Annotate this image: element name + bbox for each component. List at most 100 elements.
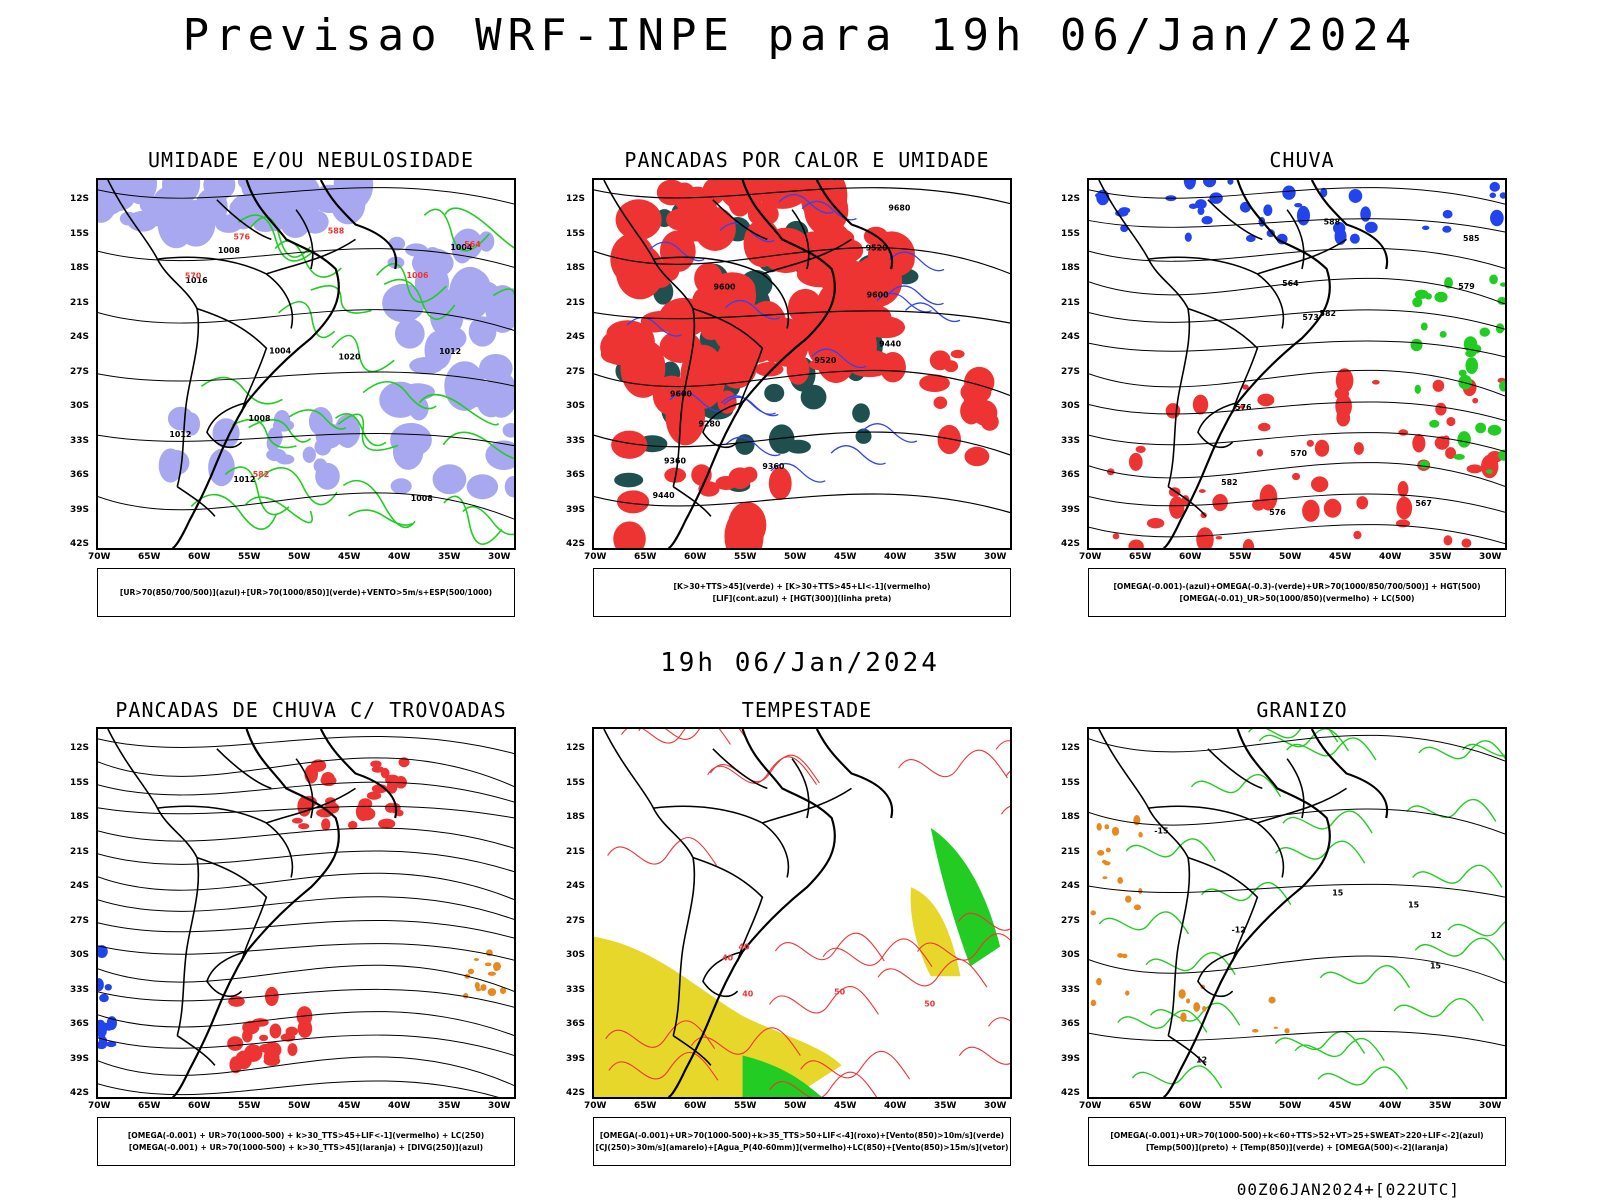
- lat-tick-label: 12S: [566, 194, 586, 204]
- lon-tick-label: 35W: [934, 1101, 957, 1111]
- lat-tick-label: 24S: [1061, 332, 1081, 342]
- coastline-borders: [603, 180, 894, 548]
- humidity-band-south: [158, 406, 361, 490]
- precipitable-water-contours: [605, 729, 1010, 1097]
- lon-tick-label: 65W: [634, 552, 657, 562]
- coastline-borders: [107, 729, 398, 1097]
- humidity-low-levels-contours: [190, 207, 514, 545]
- legend-box-rain: [OMEGA(-0.001)-(azul)+OMEGA(-0.3)-(verde…: [1088, 568, 1506, 617]
- lon-tick-label: 35W: [1429, 1101, 1452, 1111]
- lat-tick-label: 27S: [70, 915, 90, 926]
- contour-label: 50: [924, 999, 936, 1008]
- lon-tick-label: 65W: [138, 552, 161, 562]
- lat-tick-label: 33S: [70, 984, 90, 995]
- lat-tick-label: 30S: [566, 401, 586, 411]
- lat-tick-label: 24S: [70, 881, 90, 891]
- lat-tick-label: 42S: [70, 1088, 90, 1098]
- humidity-upper-levels-fill-ocean: [379, 228, 514, 500]
- lon-tick-label: 50W: [1279, 552, 1302, 562]
- lat-tick-label: 24S: [70, 332, 90, 342]
- geopotential-300-lines: [594, 187, 1010, 514]
- contour-label: 585: [1463, 234, 1480, 243]
- contour-label: 564: [464, 240, 481, 249]
- instability-fill-red-south: [606, 300, 809, 548]
- lon-tick-label: 30W: [488, 1101, 511, 1111]
- panel-title-hail: GRANIZO: [1256, 698, 1348, 722]
- lat-tick-label: 18S: [1061, 812, 1081, 822]
- lat-tick-label: 30S: [70, 950, 90, 960]
- lat-tick-label: 12S: [566, 743, 586, 753]
- contour-label: 40: [742, 990, 754, 999]
- lat-tick-label: 12S: [70, 194, 90, 204]
- contour-label: 1016: [186, 276, 209, 285]
- lat-tick-label: 18S: [1061, 263, 1081, 273]
- lat-tick-label: 33S: [566, 984, 586, 995]
- lon-tick-label: 40W: [884, 552, 907, 562]
- legend-line: [LIF](cont.azul) + [HGT(300)](linha pret…: [712, 593, 892, 603]
- lat-tick-label: 15S: [1061, 228, 1081, 239]
- lat-tick-label: 42S: [566, 539, 586, 549]
- lat-tick-label: 21S: [70, 846, 90, 857]
- contour-labels: 40 40 50 40 50: [722, 943, 936, 1009]
- lon-tick-label: 60W: [188, 1101, 211, 1111]
- legend-line: [K>30+TTS>45](verde) + [K>30+TTS>45+LI<-…: [673, 581, 931, 591]
- lat-tick-label: 27S: [1061, 366, 1081, 377]
- lon-tick-label: 55W: [238, 1101, 261, 1111]
- lat-tick-label: 42S: [70, 539, 90, 549]
- lon-tick-label: 35W: [438, 552, 461, 562]
- lon-tick-label: 55W: [734, 552, 757, 562]
- instability-fill-red-ocean: [919, 349, 999, 467]
- lon-tick-label: 60W: [684, 1101, 707, 1111]
- map-canvas-humidity: 1008 1012 1004 1008 1012 1016 1020 1012 1008 1004…: [98, 180, 514, 548]
- contour-label: 9600: [670, 389, 693, 398]
- contour-label: 9360: [762, 462, 785, 471]
- lat-tick-label: 21S: [70, 297, 90, 308]
- middle-title: 19h 06/Jan/2024: [660, 648, 940, 678]
- lon-tick-label: 45W: [834, 1101, 857, 1111]
- contour-label: 582: [1319, 309, 1336, 318]
- legend-line: [OMEGA(-0.001) + UR>70(1000-500) + k>30_…: [128, 1142, 484, 1152]
- lon-tick-label: 60W: [1179, 552, 1202, 562]
- lat-tick-label: 18S: [70, 812, 90, 822]
- coastline-borders: [1098, 729, 1389, 1097]
- lat-tick-label: 27S: [566, 366, 586, 377]
- omega-orange-south: [1178, 984, 1290, 1034]
- contour-label: 570: [1290, 449, 1307, 458]
- contour-labels: 9680 9600 9600 9520 9520 9440 9440 9360 9360 9280…: [653, 204, 911, 500]
- contour-label: 9680: [888, 204, 911, 213]
- legend-box-hail: [OMEGA(-0.001)+UR>70(1000-500)+k<60+TTS>…: [1088, 1117, 1506, 1166]
- contour-label: 9280: [698, 419, 721, 428]
- lat-tick-label: 33S: [1061, 435, 1081, 446]
- lon-tick-label: 60W: [188, 552, 211, 562]
- lat-tick-label: 27S: [1061, 915, 1081, 926]
- contour-label: 40: [739, 943, 751, 952]
- panel-title-storm: TEMPESTADE: [741, 698, 873, 722]
- contour-label: 12: [1196, 1056, 1207, 1065]
- lat-tick-label: 18S: [70, 263, 90, 273]
- coastline-borders: [107, 180, 398, 548]
- lat-tick-label: 36S: [566, 1019, 586, 1029]
- contour-label: 582: [1221, 478, 1238, 487]
- legend-line: [OMEGA(-0.001)+UR>70(1000-500)+k>35_TTS>…: [599, 1130, 1005, 1140]
- map-canvas-storm: 40 40 50 40 50: [594, 729, 1010, 1097]
- panel-title-humidity: UMIDADE E/OU NEBULOSIDADE: [147, 148, 475, 172]
- contour-label: 588: [1324, 218, 1341, 227]
- contour-label: 1004: [269, 346, 292, 355]
- lat-tick-label: 15S: [70, 777, 90, 788]
- contour-label: 1008: [411, 494, 434, 503]
- lat-tick-label: 36S: [70, 1019, 90, 1029]
- lon-tick-label: 65W: [138, 1101, 161, 1111]
- contour-label: 564: [1282, 279, 1299, 288]
- humidity-upper-levels-fill: [98, 180, 374, 249]
- panel-title-rain: CHUVA: [1269, 148, 1335, 172]
- lon-tick-label: 70W: [584, 552, 607, 562]
- lat-tick-label: 21S: [1061, 846, 1081, 857]
- lon-tick-label: 45W: [338, 552, 361, 562]
- contour-label: 576: [1269, 508, 1286, 517]
- contour-label: 1008: [218, 246, 241, 255]
- lat-tick-label: 39S: [70, 504, 90, 515]
- legend-box-thunderstorm-showers: [OMEGA(-0.001) + UR>70(1000-500) + k>30_…: [97, 1117, 515, 1166]
- lon-tick-label: 55W: [238, 552, 261, 562]
- contour-label: 1008: [249, 414, 272, 423]
- lon-tick-label: 40W: [884, 1101, 907, 1111]
